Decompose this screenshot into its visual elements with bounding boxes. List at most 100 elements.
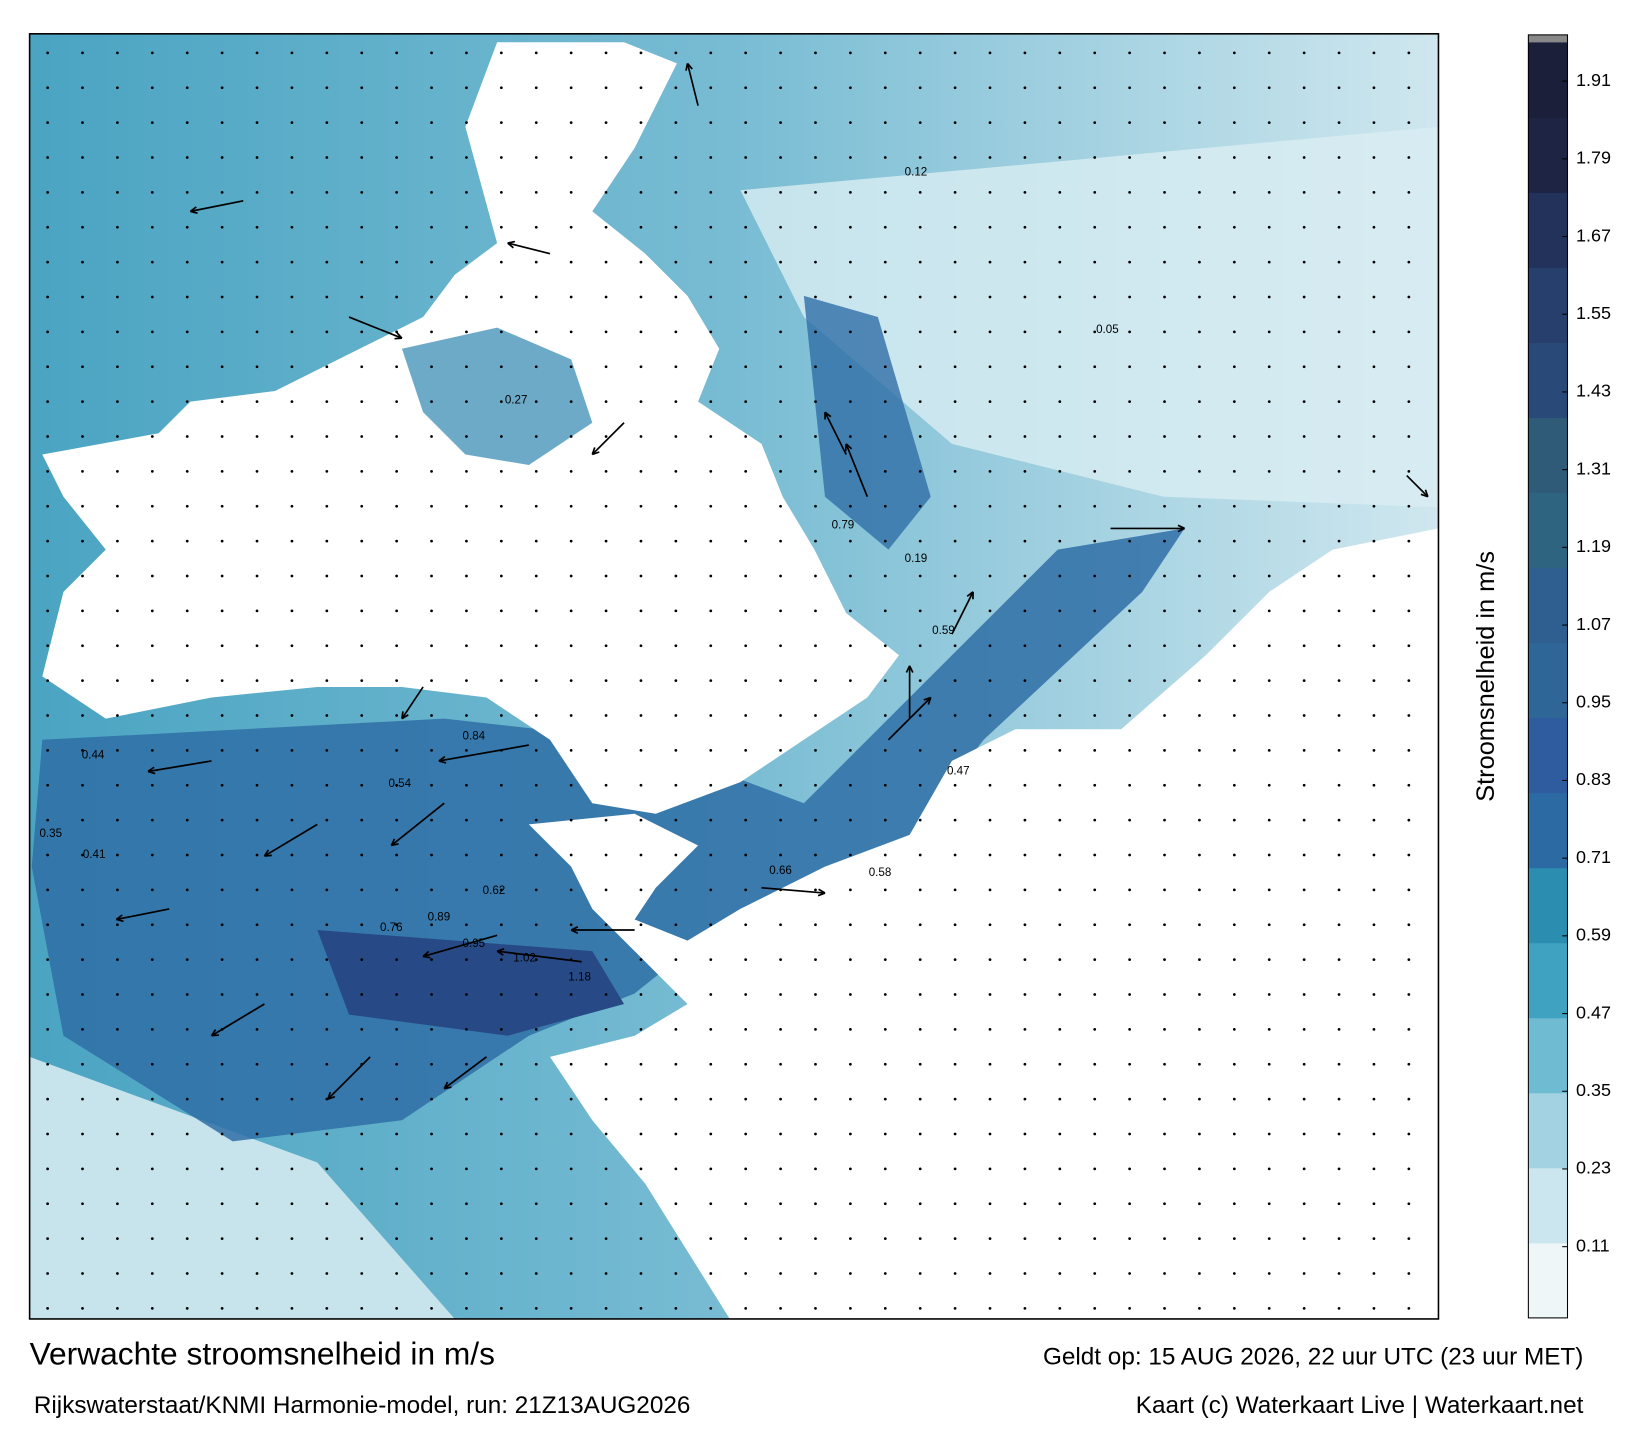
grid-dot [150,1237,154,1241]
grid-dot [46,295,49,299]
grid-dot [569,1272,573,1275]
grid-dot [46,469,49,473]
grid-dot [674,539,678,543]
grid-dot [744,1307,748,1310]
current-arrow [438,744,529,762]
grid-dot [883,1237,887,1241]
grid-dot [1023,539,1027,543]
grid-dot [849,260,852,264]
grid-dot [1337,51,1341,55]
colorbar: 0.110.230.350.470.590.710.830.951.071.19… [1527,34,1611,1319]
grid-dot [220,51,224,55]
grid-dot [1163,958,1166,961]
grid-dot [849,365,852,369]
grid-dot [709,1272,713,1275]
grid-dot [744,958,748,961]
grid-dot [1128,539,1131,543]
grid-dot [953,1237,957,1241]
grid-dot [814,1097,817,1101]
current-label: 1.02 [513,952,536,965]
grid-dot [1267,1307,1271,1310]
grid-dot [1337,1272,1341,1275]
grid-dot [81,958,84,961]
grid-dot [1093,853,1097,857]
grid-dot [150,923,154,927]
grid-dot [325,435,329,438]
grid-dot [1267,365,1271,369]
grid-dot [46,958,49,961]
grid-dot [1163,539,1166,543]
grid-dot [953,225,957,229]
grid-dot [604,539,608,543]
grid-dot [499,679,503,682]
grid-dot [220,1167,224,1171]
grid-dot [1372,469,1376,473]
grid-dot [534,539,538,543]
grid-dot [1267,644,1271,648]
grid-dot [639,1097,643,1101]
grid-dot [395,748,399,752]
grid-dot [1198,993,1201,996]
current-label: 0.47 [947,765,970,778]
grid-dot [81,574,84,578]
grid-dot [674,1132,678,1136]
grid-dot [499,923,503,927]
grid-dot [849,1237,852,1241]
grid-dot [534,1237,538,1241]
grid-dot [918,714,922,717]
grid-dot [953,190,957,194]
grid-dot [779,330,782,334]
grid-dot [1302,260,1306,264]
grid-dot [220,1062,224,1066]
grid-dot [988,365,992,369]
grid-dot [1267,1167,1271,1171]
grid-dot [185,330,189,334]
grid-dot [116,121,119,124]
grid-dot [849,86,852,90]
grid-dot [604,1132,608,1136]
grid-dot [744,504,748,508]
grid-dot [1058,260,1062,264]
grid-dot [1023,504,1027,508]
grid-dot [918,1132,922,1136]
grid-dot [604,225,608,229]
grid-dot [1128,1202,1131,1206]
grid-dot [1093,504,1097,508]
grid-dot [220,993,224,996]
grid-dot [395,539,399,543]
grid-dot [1372,958,1376,961]
grid-dot [465,1132,468,1136]
grid-dot [744,609,748,613]
grid-dot [1407,574,1411,578]
current-arrow [401,686,424,720]
grid-dot [46,1307,49,1310]
grid-dot [674,156,678,159]
grid-dot [220,783,224,787]
grid-dot [883,783,887,787]
grid-dot [604,853,608,857]
grid-dot [569,888,573,892]
grid-dot [1093,993,1097,996]
grid-dot [709,365,713,369]
map-area: 1.181.020.950.890.840.760.620.540.440.41… [29,33,1439,1319]
grid-dot [883,295,887,299]
grid-dot [1163,1097,1166,1101]
grid-dot [744,1202,748,1206]
grid-dot [1337,190,1341,194]
grid-dot [81,295,84,299]
grid-dot [325,923,329,927]
grid-dot [430,539,433,543]
grid-dot [639,818,643,822]
colorbar-tick-label: 1.79 [1576,148,1611,168]
grid-dot [1128,748,1131,752]
grid-dot [1163,156,1166,159]
grid-dot [569,574,573,578]
grid-dot [953,1202,957,1206]
grid-dot [290,818,294,822]
grid-dot [918,923,922,927]
grid-dot [1267,923,1271,927]
grid-dot [1058,783,1062,787]
current-arrow [390,802,445,847]
grid-dot [1163,888,1166,892]
grid-dot [395,295,399,299]
